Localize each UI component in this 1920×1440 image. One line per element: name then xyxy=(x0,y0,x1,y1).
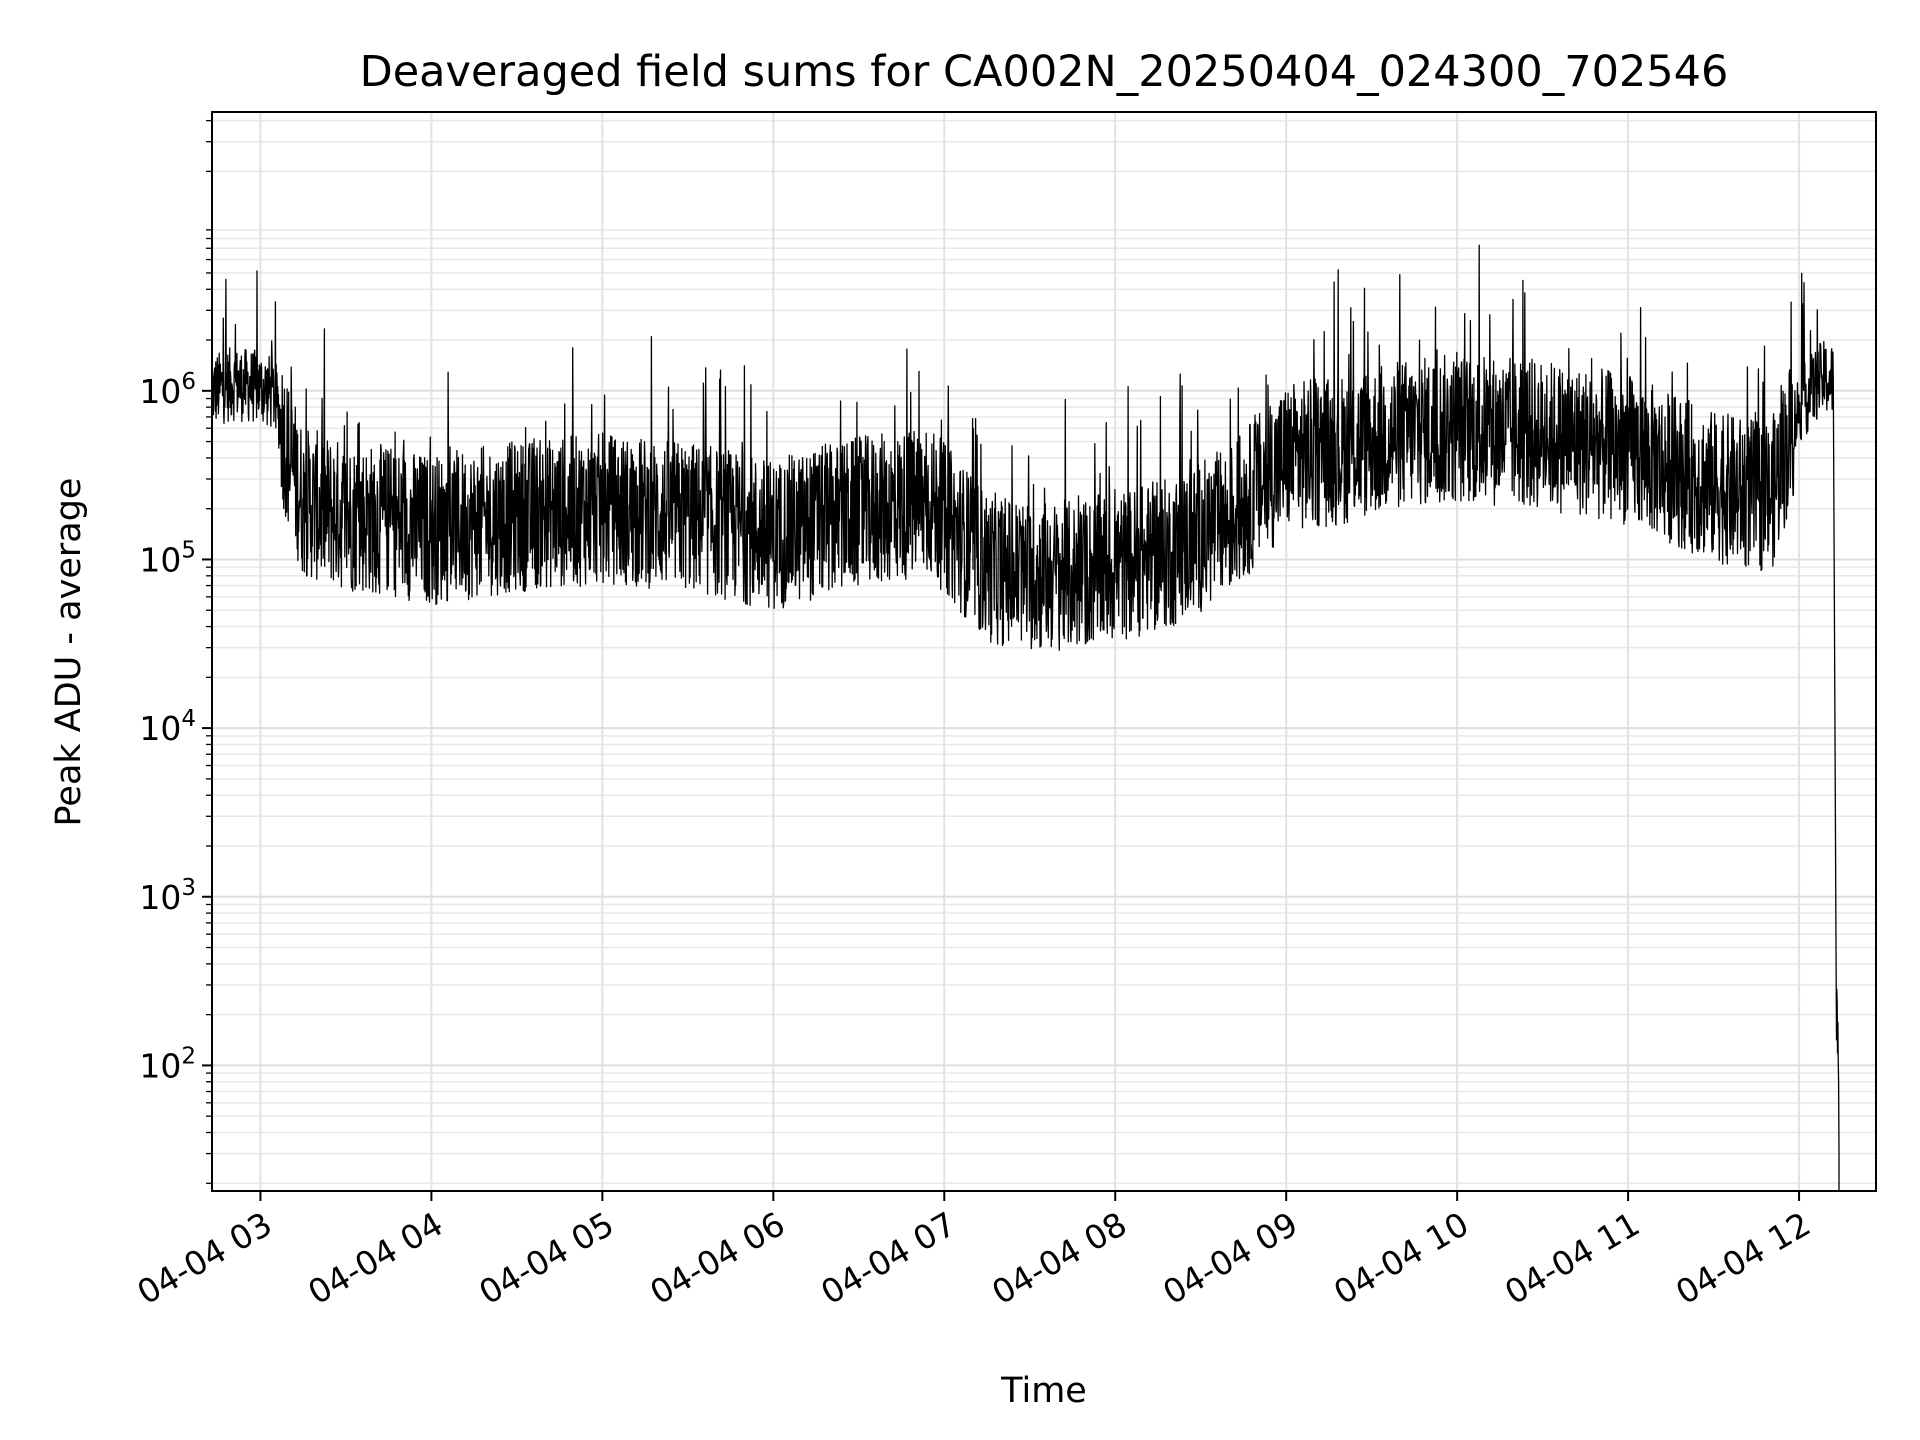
x-tick-label: 04-04 10 xyxy=(1327,1204,1475,1312)
chart-title: Deaveraged field sums for CA002N_2025040… xyxy=(360,47,1729,97)
x-tick-label: 04-04 09 xyxy=(1156,1204,1304,1312)
y-tick-label: 106 xyxy=(139,369,196,411)
x-axis: 04-04 03 04-04 04 04-04 05 04-04 06 04-04 07… xyxy=(130,1191,1817,1312)
grid xyxy=(212,112,1876,1191)
y-tick-label: 103 xyxy=(139,875,196,917)
plot-frame xyxy=(211,111,1877,1192)
x-tick-label: 04-04 03 xyxy=(130,1204,278,1312)
x-tick-label: 04-04 05 xyxy=(472,1204,620,1312)
x-tick-label: 04-04 11 xyxy=(1498,1204,1646,1312)
x-tick-label: 04-04 06 xyxy=(643,1204,791,1312)
y-tick-label: 105 xyxy=(139,537,196,579)
y-tick-label: 102 xyxy=(139,1043,196,1085)
y-tick-label: 104 xyxy=(139,706,196,748)
y-axis-label: Peak ADU - average xyxy=(49,478,89,827)
data-series-line xyxy=(211,244,1840,1191)
x-axis-label: Time xyxy=(1000,1371,1087,1411)
x-tick-label: 04-04 08 xyxy=(985,1204,1133,1312)
x-tick-label: 04-04 04 xyxy=(301,1204,449,1312)
y-axis: 102 103 104 105 106 xyxy=(139,119,212,1184)
x-tick-label: 04-04 12 xyxy=(1669,1204,1817,1312)
x-tick-label: 04-04 07 xyxy=(814,1204,962,1312)
